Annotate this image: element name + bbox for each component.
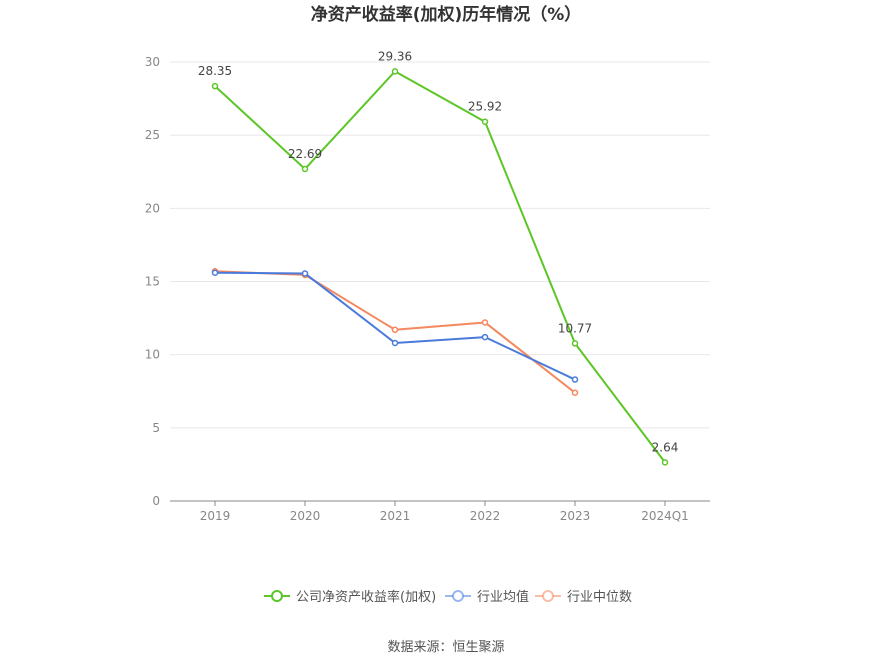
data-point: [571, 376, 579, 383]
x-axis: 2019 2020 2021 2022 2023 2024Q1: [200, 501, 689, 523]
data-label: 10.77: [558, 321, 592, 335]
series-line: [214, 271, 576, 381]
series-line: [214, 70, 666, 463]
legend-label: 行业中位数: [567, 590, 632, 605]
x-tick-label: 2024Q1: [641, 509, 689, 523]
data-labels: 28.35 22.69 29.36 25.92 10.77 2.64: [198, 49, 679, 454]
legend-swatch-marker: [542, 590, 554, 602]
data-point: [661, 459, 669, 466]
data-point: [481, 118, 489, 125]
data-label: 22.69: [288, 147, 322, 161]
y-tick-label: 10: [145, 348, 160, 362]
series-lines: [211, 68, 669, 466]
y-axis: 0 5 10 15 20 25 30: [145, 55, 160, 508]
y-tick-label: 30: [145, 55, 160, 69]
y-tick-label: 20: [145, 201, 160, 215]
x-tick-label: 2022: [470, 509, 501, 523]
y-tick-label: 0: [152, 494, 160, 508]
y-tick-label: 25: [145, 128, 160, 142]
data-point: [391, 68, 399, 75]
data-point: [301, 270, 309, 277]
data-point: [211, 269, 219, 276]
data-label: 25.92: [468, 100, 502, 114]
legend-label: 行业均值: [477, 589, 529, 605]
legend-swatch-marker: [452, 590, 464, 602]
data-point: [391, 326, 399, 334]
data-point: [481, 319, 489, 326]
data-point: [211, 82, 219, 90]
data-label: 28.35: [198, 64, 232, 78]
x-tick-label: 2023: [560, 509, 591, 523]
data-label: 2.64: [652, 440, 679, 454]
grid-lines: [170, 61, 710, 429]
y-tick-label: 15: [145, 275, 160, 289]
legend: 公司净资产收益率(加权) 行业均值 行业中位数: [264, 589, 632, 605]
y-tick-label: 5: [152, 421, 160, 435]
data-point: [391, 339, 399, 347]
legend-swatch-marker: [271, 590, 283, 602]
x-tick-label: 2021: [380, 509, 411, 523]
chart-title: 净资产收益率(加权)历年情况（%）: [311, 4, 582, 25]
data-point: [571, 389, 579, 396]
x-tick-label: 2020: [290, 509, 321, 523]
legend-label: 公司净资产收益率(加权): [296, 589, 436, 605]
data-point: [571, 340, 579, 347]
x-tick-label: 2019: [200, 509, 231, 523]
data-point: [301, 165, 309, 173]
data-point: [481, 333, 489, 341]
data-label: 29.36: [378, 49, 412, 63]
source-note: 数据来源：恒生聚源: [387, 640, 504, 655]
